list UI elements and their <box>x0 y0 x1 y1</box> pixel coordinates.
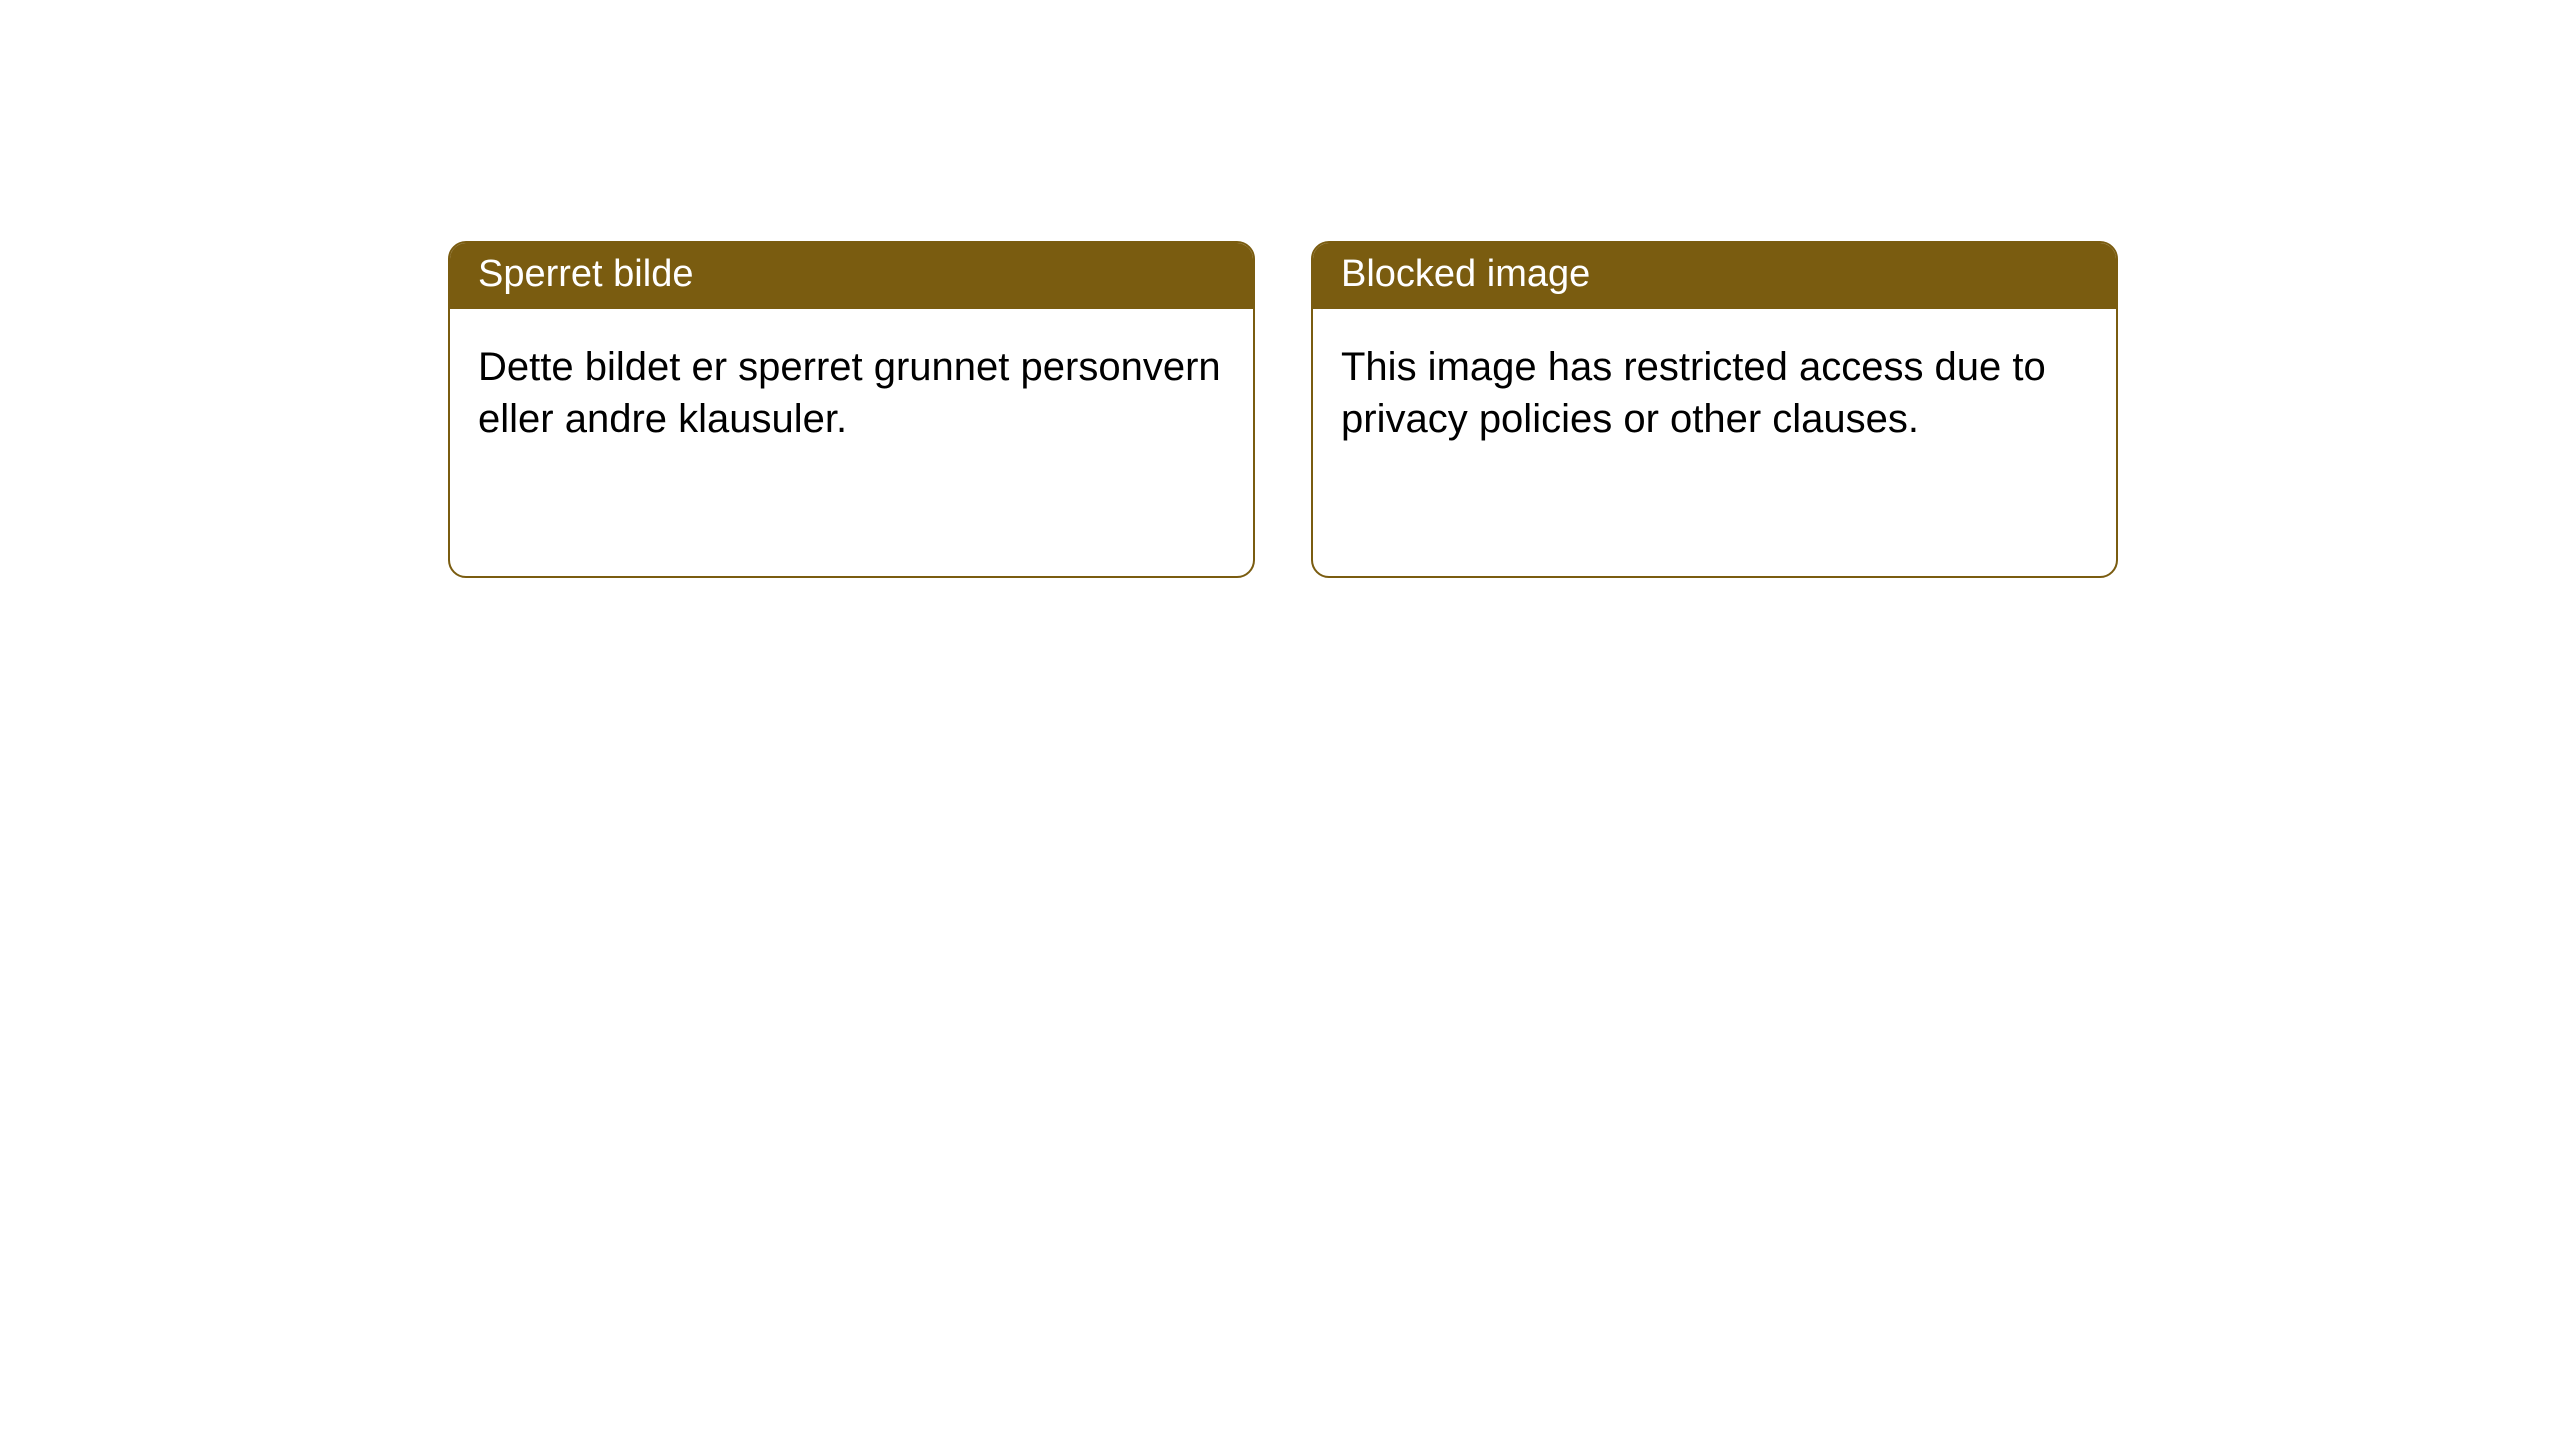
notice-row: Sperret bilde Dette bildet er sperret gr… <box>0 0 2560 578</box>
notice-title: Blocked image <box>1313 243 2116 309</box>
notice-body: Dette bildet er sperret grunnet personve… <box>450 309 1253 477</box>
notice-card-english: Blocked image This image has restricted … <box>1311 241 2118 578</box>
notice-card-norwegian: Sperret bilde Dette bildet er sperret gr… <box>448 241 1255 578</box>
notice-body: This image has restricted access due to … <box>1313 309 2116 477</box>
notice-title: Sperret bilde <box>450 243 1253 309</box>
